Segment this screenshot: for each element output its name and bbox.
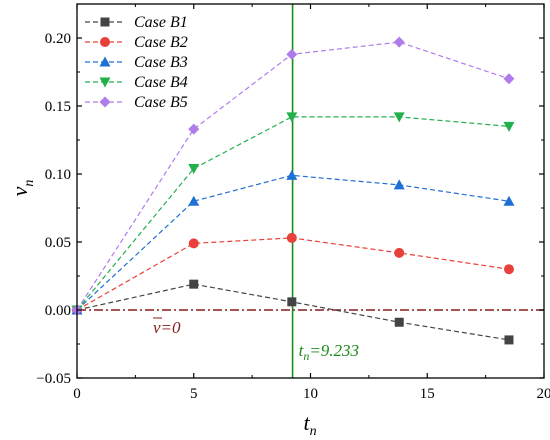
series-line <box>76 174 510 311</box>
x-tick-label: 0 <box>73 386 81 402</box>
data-point <box>286 48 298 60</box>
data-point <box>394 317 404 327</box>
series-group <box>71 36 515 345</box>
legend-label: Case B4 <box>134 74 188 91</box>
legend-label: Case B3 <box>134 54 188 71</box>
legend-marker <box>100 17 110 27</box>
tn-line-label: tn=9.233 <box>299 341 359 363</box>
data-point <box>393 179 405 190</box>
data-point <box>188 164 200 175</box>
data-point <box>189 279 199 289</box>
data-point <box>504 335 514 345</box>
y-tick-label: 0.15 <box>45 99 71 115</box>
series-5 <box>71 36 515 316</box>
x-tick-label: 10 <box>303 386 318 402</box>
series-line <box>76 116 510 311</box>
zero-line-label: v=0 <box>153 318 181 337</box>
data-point <box>393 36 405 48</box>
data-point <box>188 238 199 249</box>
legend-item: Case B4 <box>85 74 188 91</box>
data-point <box>503 73 515 85</box>
legend-item: Case B2 <box>85 34 188 51</box>
y-tick-label: −0.05 <box>36 371 71 387</box>
y-axis-title: vn <box>7 180 37 197</box>
data-point <box>188 123 200 135</box>
data-point <box>503 264 514 275</box>
data-point <box>287 297 297 307</box>
x-tick-label: 5 <box>190 386 198 402</box>
data-point <box>503 195 515 206</box>
y-tick-label: 0.10 <box>45 167 71 183</box>
data-point <box>503 121 515 132</box>
x-axis-title: tn <box>303 410 316 439</box>
legend-marker <box>99 77 111 88</box>
legend-item: Case B1 <box>85 14 188 31</box>
x-tick-label: 20 <box>537 386 550 402</box>
ticks: 0 5 10 15 20 −0.05 0.00 0.05 0.10 0.15 0.20 <box>36 3 550 402</box>
data-point <box>394 247 405 258</box>
legend-label: Case B2 <box>134 34 188 51</box>
legend-item: Case B5 <box>85 94 188 111</box>
reference-lines: v=0 tn=9.233 <box>77 4 544 378</box>
legend-marker <box>100 37 110 47</box>
y-tick-label: 0.20 <box>45 31 71 47</box>
data-point <box>188 195 200 206</box>
y-tick-label: 0.05 <box>45 235 71 251</box>
legend-label: Case B1 <box>134 14 188 31</box>
legend: Case B1 Case B2 Case B3 Case B4 Case B5 <box>85 14 188 111</box>
legend-label: Case B5 <box>134 94 188 111</box>
data-point <box>286 112 298 123</box>
x-tick-label: 15 <box>420 386 435 402</box>
y-tick-label: 0.00 <box>45 303 71 319</box>
legend-marker <box>99 56 111 67</box>
data-point <box>393 112 405 123</box>
data-point <box>286 169 298 180</box>
legend-item: Case B3 <box>85 54 188 71</box>
legend-marker <box>99 96 111 108</box>
data-point <box>286 232 297 243</box>
